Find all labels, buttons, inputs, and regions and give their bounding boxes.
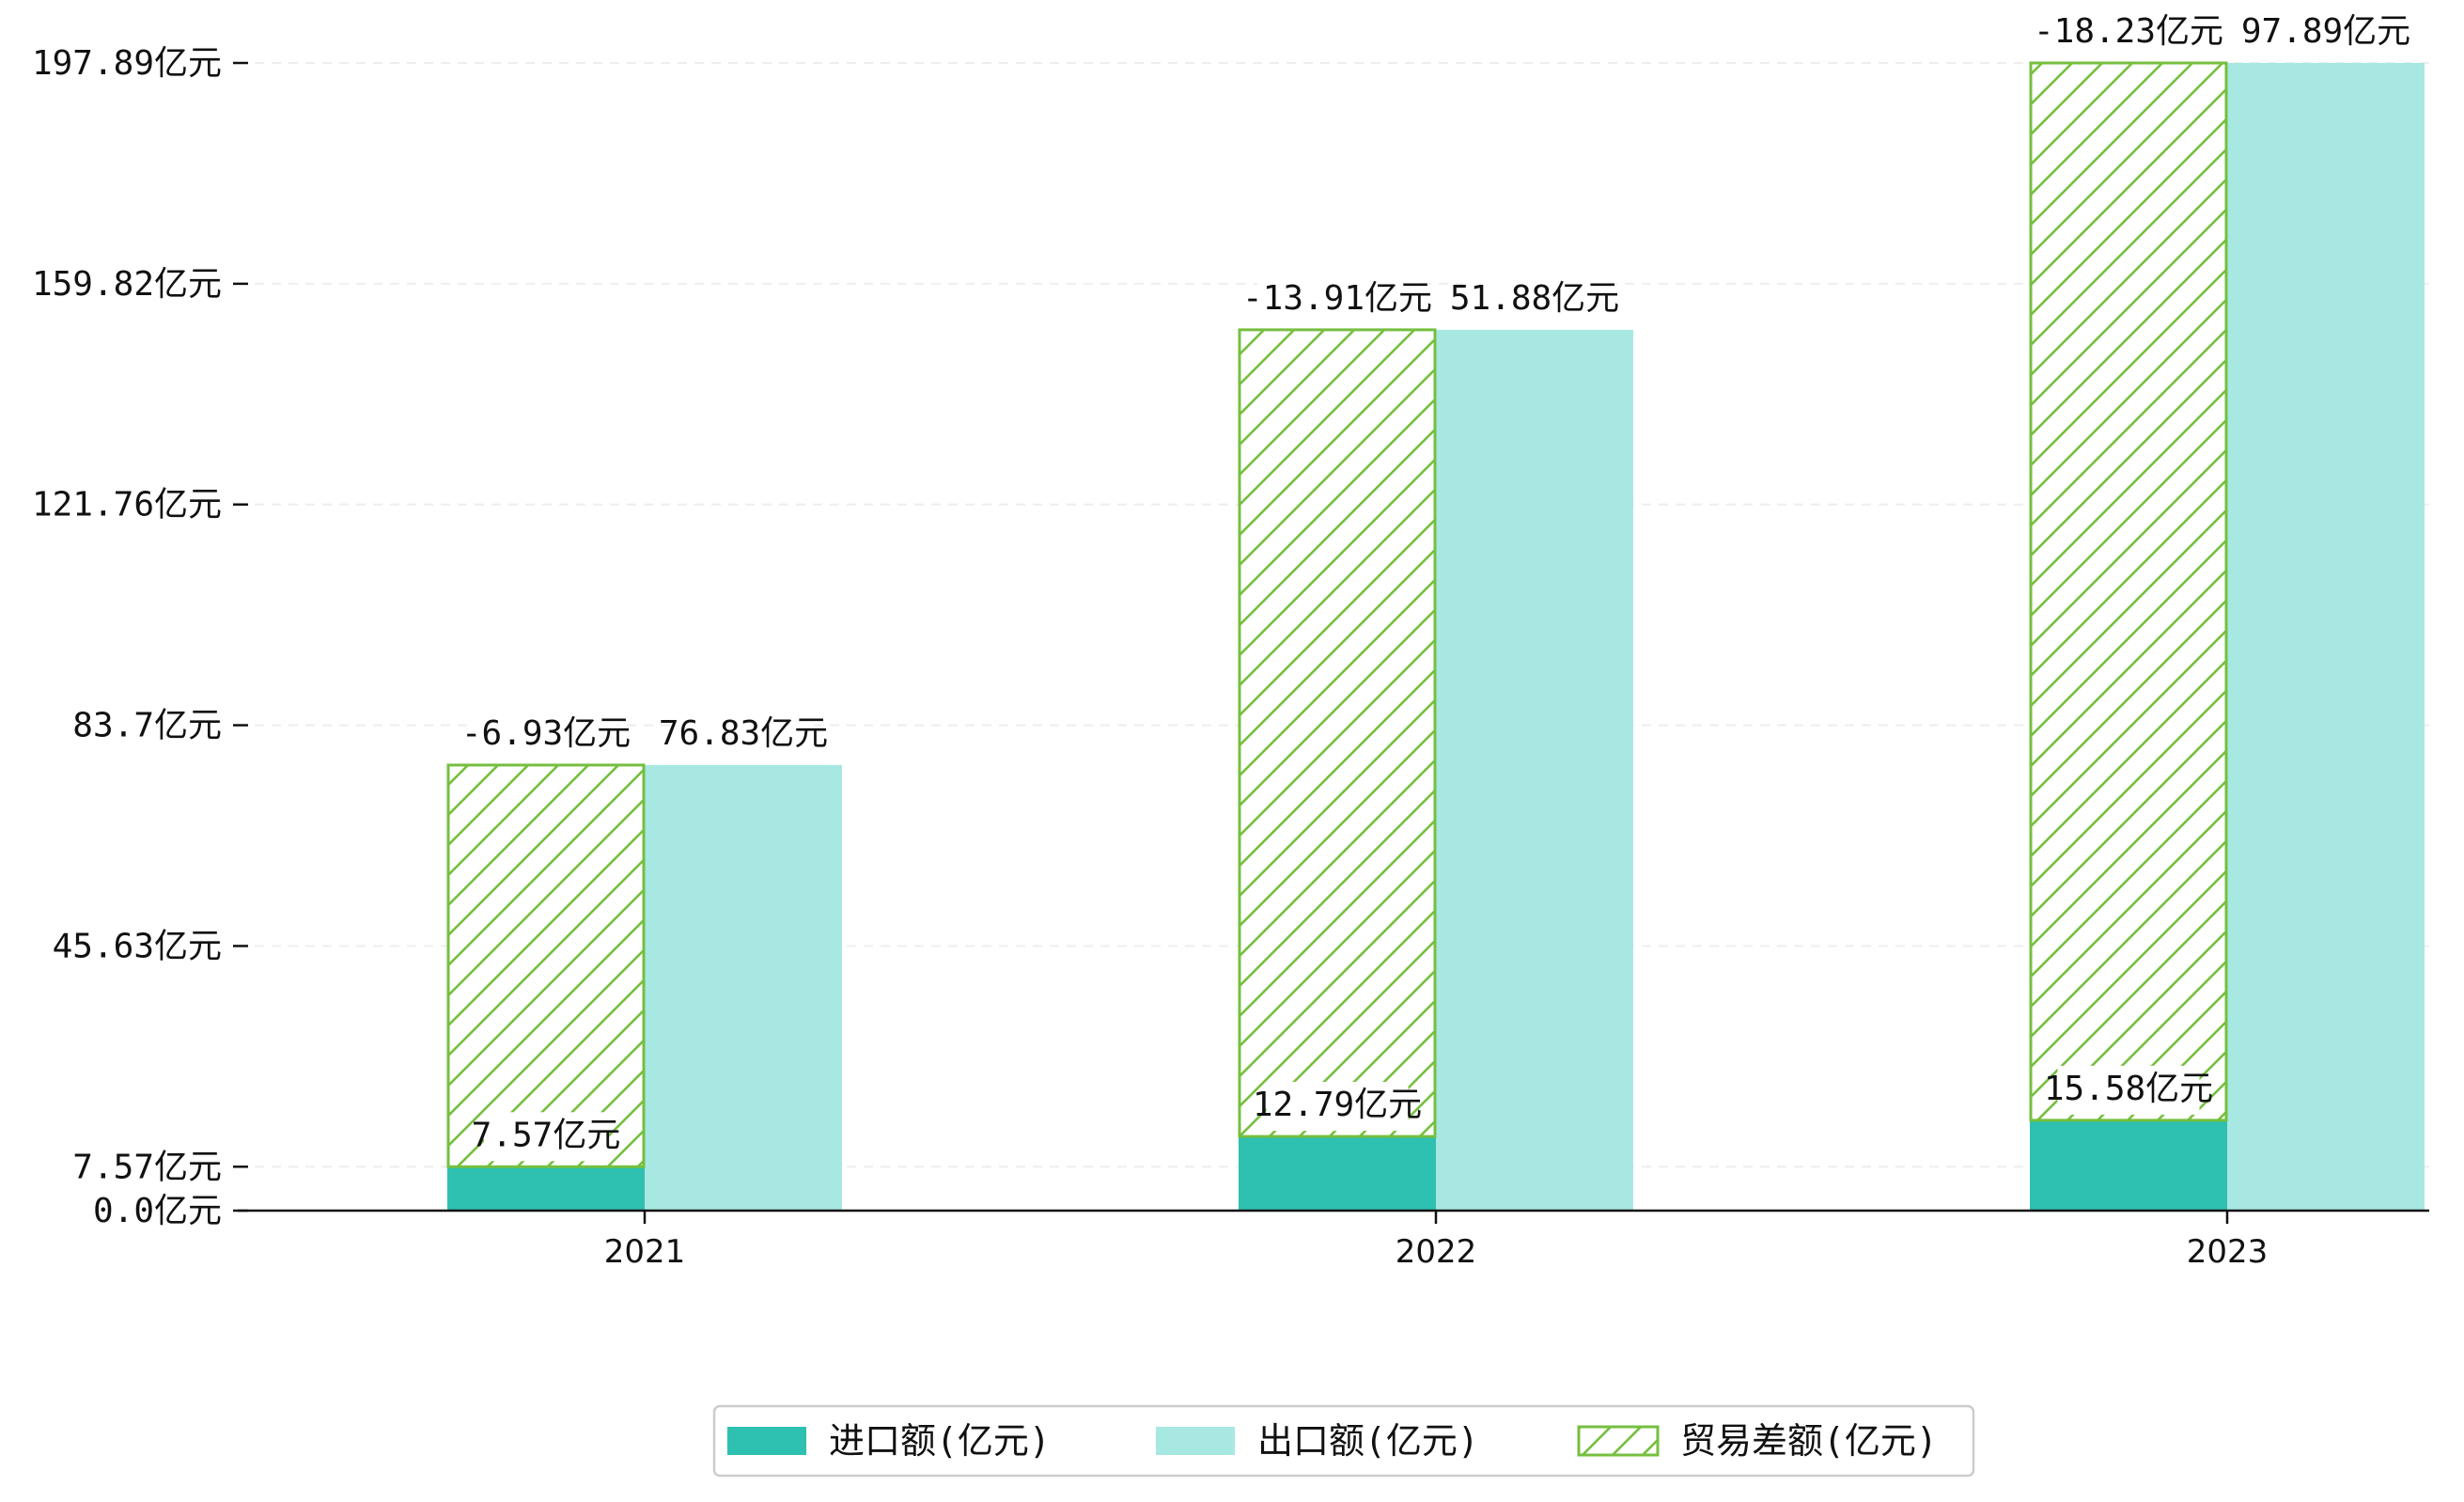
data-label-import-2021: 7.57亿元: [472, 1116, 621, 1154]
data-labels: 7.57亿元 -6.93亿元 76.83亿元 12.79亿元 -13.91亿元 51.88…: [461, 8, 2410, 1162]
y-tick-label: 83.7亿元: [72, 707, 222, 745]
bars: [446, 61, 2425, 1211]
data-label-balance-2021-bg: [475, 710, 617, 759]
data-label-balance-2023: -18.23亿元: [2034, 12, 2223, 51]
data-label-export-2023-bg: [2254, 8, 2397, 57]
bar-balance-2022: [1238, 328, 1437, 1138]
data-label-export-2023: 97.89亿元: [2241, 12, 2410, 51]
legend-box: [712, 1404, 1975, 1478]
bar-balance-2023: [2029, 61, 2228, 1122]
bar-import-2021: [447, 1166, 645, 1211]
y-tick-label: 45.63亿元: [53, 927, 222, 965]
bar-export-2023: [2227, 63, 2425, 1211]
legend-swatch-balance: [1577, 1425, 1660, 1457]
data-label-export-2022: 51.88亿元: [1450, 279, 1619, 318]
data-label-balance-2023-bg: [2049, 8, 2208, 57]
x-tick-label: 2023: [2187, 1233, 2269, 1271]
y-tick-label: 197.89亿元: [32, 44, 222, 83]
legend-swatch-export: [1156, 1427, 1235, 1455]
data-label-balance-2022-bg: [1257, 274, 1417, 324]
data-label-import-2022-bg: [1266, 1082, 1409, 1132]
data-label-import-2023-bg: [2057, 1065, 2200, 1115]
legend-label-export: 出口额(亿元): [1257, 1420, 1479, 1462]
legend-swatch-import: [727, 1427, 806, 1455]
y-tick-label: 7.57亿元: [72, 1148, 222, 1186]
bar-import-2022: [1239, 1136, 1436, 1211]
data-label-import-2021-bg: [484, 1112, 608, 1162]
data-label-export-2021: 76.83亿元: [659, 714, 828, 753]
bar-export-2021: [645, 764, 842, 1211]
data-label-export-2022-bg: [1463, 274, 1606, 324]
bar-balance-2021: [446, 763, 646, 1168]
bar-import-2023: [2030, 1119, 2227, 1211]
x-tick-label: 2022: [1396, 1233, 1477, 1271]
data-label-import-2022: 12.79亿元: [1253, 1086, 1422, 1124]
bar-export-2022: [1436, 329, 1633, 1211]
legend-label-balance: 贸易差额(亿元): [1680, 1420, 1938, 1462]
data-label-balance-2021: -6.93亿元: [461, 714, 631, 753]
y-tick-label: 0.0亿元: [93, 1192, 222, 1230]
data-label-export-2021-bg: [672, 710, 815, 759]
axes: 0.0亿元 7.57亿元 45.63亿元 83.7亿元 121.76亿元 159.82亿元…: [32, 44, 2429, 1271]
y-tick-label: 159.82亿元: [32, 265, 222, 304]
x-tick-label: 2021: [604, 1233, 686, 1271]
data-label-balance-2022: -13.91亿元: [1242, 279, 1432, 318]
data-label-import-2023: 15.58亿元: [2044, 1070, 2213, 1108]
legend-label-import: 进口额(亿元): [829, 1420, 1051, 1462]
legend: 进口额(亿元) 出口额(亿元) 贸易差额(亿元): [712, 1404, 1975, 1478]
y-tick-label: 121.76亿元: [32, 486, 222, 524]
